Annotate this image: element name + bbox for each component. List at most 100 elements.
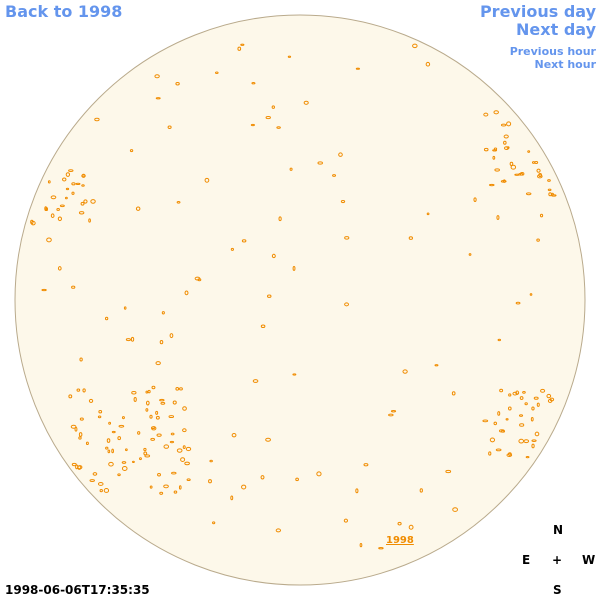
contour bbox=[41, 288, 47, 292]
contour bbox=[343, 518, 349, 523]
contour bbox=[170, 432, 175, 436]
contour bbox=[178, 485, 182, 490]
contour bbox=[204, 177, 210, 183]
contour bbox=[266, 294, 272, 298]
contour bbox=[176, 200, 181, 204]
contour bbox=[451, 391, 456, 396]
contour bbox=[497, 411, 501, 416]
contour bbox=[492, 155, 496, 160]
contour bbox=[231, 432, 237, 438]
contour bbox=[111, 430, 116, 434]
contour bbox=[81, 184, 85, 187]
contour bbox=[105, 446, 109, 450]
contour bbox=[47, 180, 51, 184]
compass-north: N bbox=[553, 523, 564, 537]
contour bbox=[132, 460, 135, 464]
contour bbox=[506, 121, 512, 127]
contour bbox=[209, 459, 213, 463]
contour bbox=[59, 204, 65, 208]
contour bbox=[129, 149, 134, 153]
contour bbox=[292, 373, 297, 376]
contour bbox=[537, 174, 543, 179]
contour bbox=[241, 239, 247, 243]
contour bbox=[344, 302, 350, 307]
contour bbox=[197, 278, 202, 282]
contour bbox=[340, 199, 346, 204]
contour bbox=[186, 478, 191, 482]
contour bbox=[163, 444, 170, 449]
contour bbox=[505, 418, 509, 421]
contour bbox=[271, 105, 275, 109]
contour bbox=[496, 215, 500, 220]
year-link[interactable]: 1998 bbox=[386, 535, 414, 546]
contour bbox=[125, 338, 131, 342]
contour bbox=[135, 206, 141, 211]
contour bbox=[540, 388, 546, 393]
compass-east: E bbox=[522, 553, 531, 567]
contour bbox=[64, 196, 68, 200]
previous-hour-link[interactable]: Previous hour bbox=[509, 45, 596, 58]
contour bbox=[176, 448, 183, 453]
contour bbox=[240, 43, 245, 46]
contour bbox=[99, 489, 103, 493]
contour bbox=[260, 475, 265, 480]
contour bbox=[62, 177, 67, 182]
contour bbox=[50, 213, 55, 219]
contour bbox=[143, 447, 147, 452]
contour bbox=[494, 168, 500, 172]
contour bbox=[167, 125, 172, 129]
contour bbox=[168, 415, 175, 419]
contour bbox=[85, 441, 89, 446]
contour bbox=[533, 396, 539, 400]
next-hour-link[interactable]: Next hour bbox=[534, 58, 597, 71]
contour bbox=[519, 423, 525, 427]
contour bbox=[103, 488, 110, 493]
contour bbox=[130, 336, 135, 342]
contour bbox=[97, 415, 102, 419]
contour bbox=[131, 391, 137, 395]
contour bbox=[154, 74, 160, 79]
contour bbox=[118, 424, 125, 428]
contour bbox=[506, 146, 510, 149]
contour bbox=[531, 443, 535, 449]
previous-day-link[interactable]: Previous day bbox=[479, 2, 596, 21]
contour bbox=[525, 456, 530, 459]
contour bbox=[83, 199, 88, 204]
contour bbox=[316, 471, 322, 477]
contour bbox=[117, 473, 121, 477]
contour bbox=[139, 457, 142, 461]
contour bbox=[508, 393, 512, 397]
contour bbox=[160, 401, 166, 405]
contour bbox=[155, 410, 159, 415]
contour bbox=[522, 390, 526, 394]
contour bbox=[175, 82, 180, 86]
contour bbox=[111, 448, 114, 454]
contour bbox=[289, 167, 293, 171]
contour bbox=[71, 191, 75, 195]
contour bbox=[75, 182, 81, 186]
contour bbox=[175, 387, 180, 391]
contour bbox=[503, 140, 507, 145]
contour bbox=[503, 134, 509, 139]
next-day-link[interactable]: Next day bbox=[516, 20, 596, 39]
contour bbox=[82, 388, 86, 393]
contour bbox=[500, 430, 506, 433]
contour bbox=[531, 439, 537, 442]
contour bbox=[241, 484, 247, 490]
contour bbox=[147, 389, 151, 394]
contour bbox=[547, 179, 551, 182]
contour bbox=[125, 448, 128, 452]
contour bbox=[514, 173, 520, 176]
back-link[interactable]: Back to 1998 bbox=[5, 2, 123, 21]
contour bbox=[251, 82, 256, 85]
contour bbox=[107, 449, 111, 454]
contour bbox=[123, 306, 127, 310]
contour bbox=[151, 426, 156, 430]
contour bbox=[56, 208, 60, 211]
contour bbox=[507, 452, 512, 456]
contour bbox=[74, 426, 78, 432]
contour bbox=[287, 55, 292, 58]
contour bbox=[159, 491, 164, 495]
contour bbox=[525, 192, 532, 196]
